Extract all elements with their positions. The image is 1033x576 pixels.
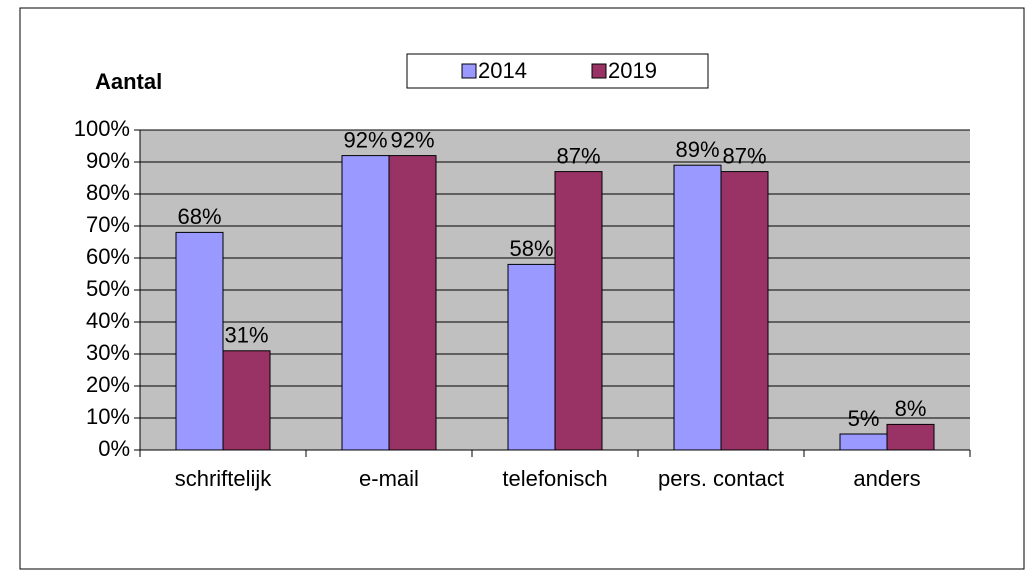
value-label: 8% <box>895 396 927 421</box>
bar <box>175 231 224 451</box>
value-label: 5% <box>848 406 880 431</box>
value-label: 58% <box>509 236 553 261</box>
x-tick-label: anders <box>853 466 920 491</box>
bar <box>839 433 888 451</box>
value-label: 89% <box>675 137 719 162</box>
value-label: 87% <box>722 143 766 168</box>
y-tick-label: 0% <box>98 436 130 461</box>
x-tick-label: pers. contact <box>658 466 784 491</box>
y-tick-label: 30% <box>86 340 130 365</box>
legend <box>406 53 709 89</box>
bar <box>720 171 769 451</box>
bar <box>341 155 390 451</box>
bar <box>388 155 437 451</box>
y-tick-label: 90% <box>86 148 130 173</box>
y-tick-label: 40% <box>86 308 130 333</box>
bar <box>554 171 603 451</box>
y-tick-label: 70% <box>86 212 130 237</box>
x-tick-label: e-mail <box>359 466 419 491</box>
x-tick-label: telefonisch <box>502 466 607 491</box>
legend-swatch <box>461 63 477 79</box>
x-tick-label: schriftelijk <box>175 466 273 491</box>
value-label: 68% <box>177 204 221 229</box>
legend-label: 2019 <box>608 58 657 83</box>
legend-label: 2014 <box>478 58 527 83</box>
y-tick-label: 10% <box>86 404 130 429</box>
y-tick-label: 100% <box>74 116 130 141</box>
value-label: 87% <box>556 143 600 168</box>
y-tick-label: 60% <box>86 244 130 269</box>
value-label: 92% <box>390 127 434 152</box>
bar <box>886 423 935 451</box>
bar <box>673 164 722 451</box>
y-tick-label: 20% <box>86 372 130 397</box>
chart-title: Aantal <box>95 69 162 94</box>
legend-swatch <box>591 63 607 79</box>
y-tick-label: 50% <box>86 276 130 301</box>
bar <box>222 350 271 451</box>
value-label: 92% <box>343 127 387 152</box>
y-tick-label: 80% <box>86 180 130 205</box>
bar <box>507 263 556 451</box>
value-label: 31% <box>224 323 268 348</box>
